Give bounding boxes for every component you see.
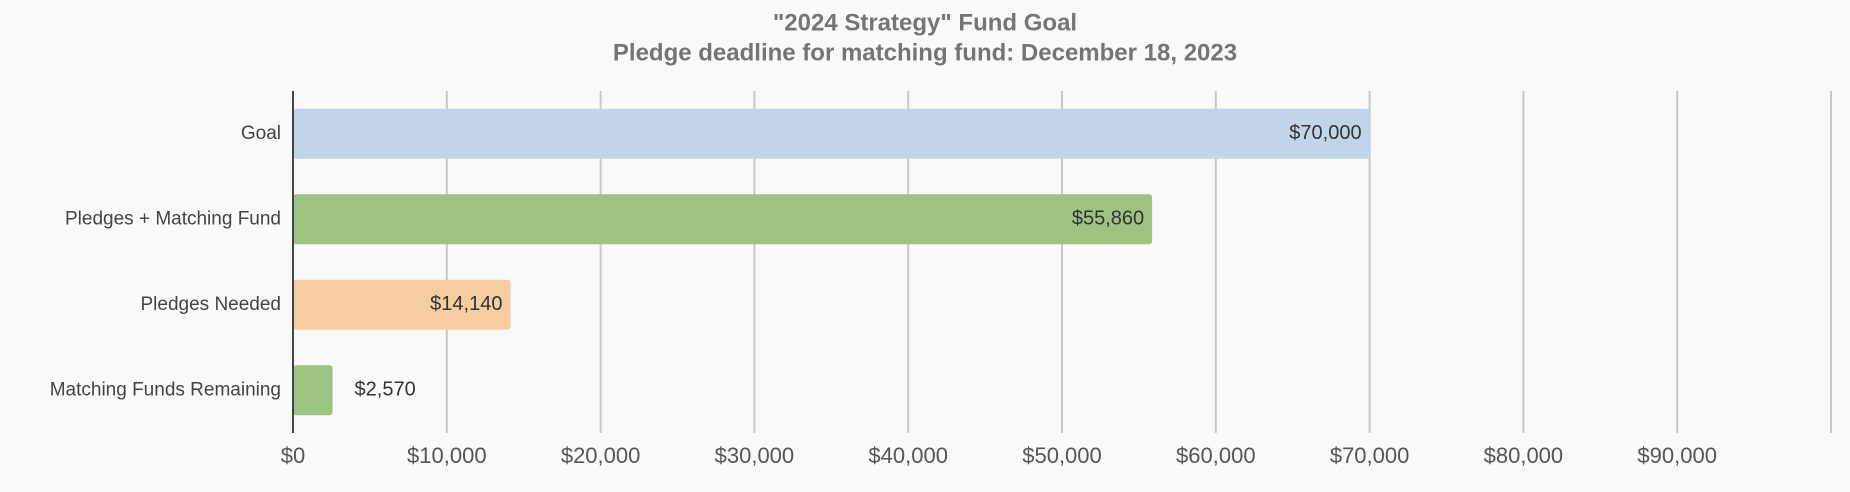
x-tick-label: $20,000: [561, 443, 641, 468]
x-tick-label: $50,000: [1022, 443, 1102, 468]
x-tick-label: $70,000: [1330, 443, 1410, 468]
value-label: $55,860: [1072, 208, 1144, 230]
bar: [293, 279, 511, 330]
chart-subtitle: Pledge deadline for matching fund: Decem…: [613, 39, 1237, 66]
bar: [293, 365, 333, 416]
category-label: Pledges + Matching Fund: [65, 208, 281, 229]
category-label: Goal: [241, 123, 281, 144]
category-label: Pledges Needed: [141, 294, 282, 315]
bar: [293, 108, 1370, 159]
bar: [293, 194, 1153, 245]
x-tick-label: $30,000: [715, 443, 795, 468]
value-label: $2,570: [355, 379, 416, 401]
x-tick-label: $60,000: [1176, 443, 1256, 468]
x-tick-label: $10,000: [407, 443, 487, 468]
value-label: $14,140: [430, 293, 502, 315]
x-tick-label: $0: [281, 443, 305, 468]
x-tick-label: $80,000: [1484, 443, 1564, 468]
x-tick-label: $40,000: [868, 443, 948, 468]
x-tick-label: $90,000: [1637, 443, 1717, 468]
value-label: $70,000: [1289, 122, 1361, 144]
chart-title: "2024 Strategy" Fund Goal: [773, 9, 1077, 36]
category-label: Matching Funds Remaining: [50, 379, 281, 400]
